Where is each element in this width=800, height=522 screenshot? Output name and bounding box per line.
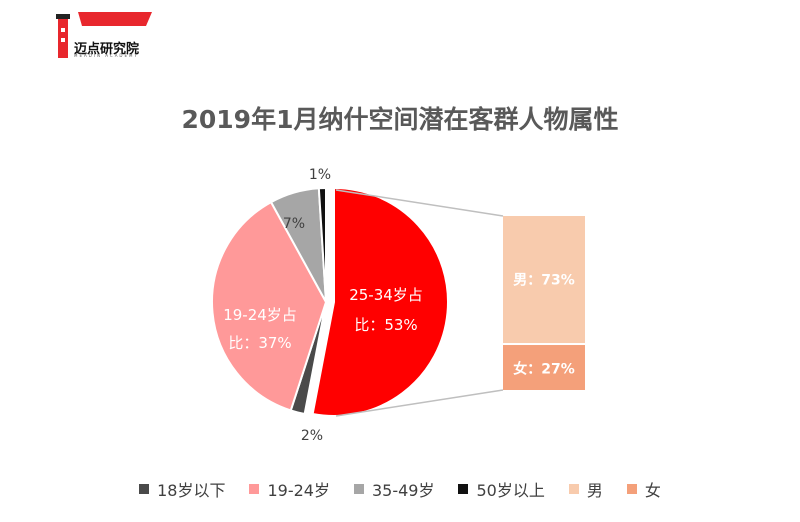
chart-legend: 18岁以下 19-24岁 35-49岁 50岁以上 男 女 — [0, 477, 800, 501]
legend-swatch — [626, 484, 637, 494]
connector-line — [335, 189, 504, 217]
breakout-segment-男 — [503, 216, 585, 344]
legend-label: 50岁以上 — [476, 481, 545, 500]
pie-slice-50岁以上 — [317, 186, 327, 303]
chart-title: 2019年1月纳什空间潜在客群人物属性 — [181, 105, 619, 134]
legend-item: 18岁以下 — [139, 477, 225, 501]
legend-label: 19-24岁 — [267, 481, 330, 500]
breakout-label-male: 男：73% — [513, 273, 575, 289]
legend-label: 35-49岁 — [371, 481, 435, 500]
legend-item: 女 — [626, 477, 661, 501]
pie-slice-19-24岁 — [211, 200, 328, 412]
data-label-19-24: 19-24岁占 — [223, 306, 297, 324]
breakout-segment-女 — [503, 345, 585, 390]
legend-swatch — [249, 484, 260, 494]
legend-swatch — [458, 484, 469, 494]
legend-swatch — [139, 484, 150, 494]
legend-swatch — [353, 484, 364, 494]
legend-swatch — [568, 484, 579, 494]
legend-item: 19-24岁 — [249, 477, 330, 501]
data-label-50-plus: 1% — [309, 167, 331, 183]
legend-item: 男 — [568, 477, 603, 501]
brand-name: 迈点研究院 — [74, 42, 140, 57]
data-label-18-under: 2% — [301, 428, 323, 444]
legend-item: 50岁以上 — [458, 477, 545, 501]
breakout-label-female: 女：27% — [513, 361, 575, 378]
legend-item: 35-49岁 — [353, 477, 435, 501]
legend-label: 男 — [586, 481, 603, 500]
legend-label: 女 — [644, 481, 661, 500]
data-label-25-34: 比：53% — [354, 316, 417, 334]
data-label-25-34: 25-34岁占 — [349, 286, 423, 304]
legend-label: 18岁以下 — [157, 481, 226, 500]
brand-sub: MEADIN ACADEMY — [74, 53, 139, 58]
connector-line — [335, 389, 504, 417]
brand-logo-icon — [56, 12, 152, 58]
data-label-35-49: 7% — [283, 216, 305, 232]
data-label-19-24: 比：37% — [228, 334, 291, 352]
